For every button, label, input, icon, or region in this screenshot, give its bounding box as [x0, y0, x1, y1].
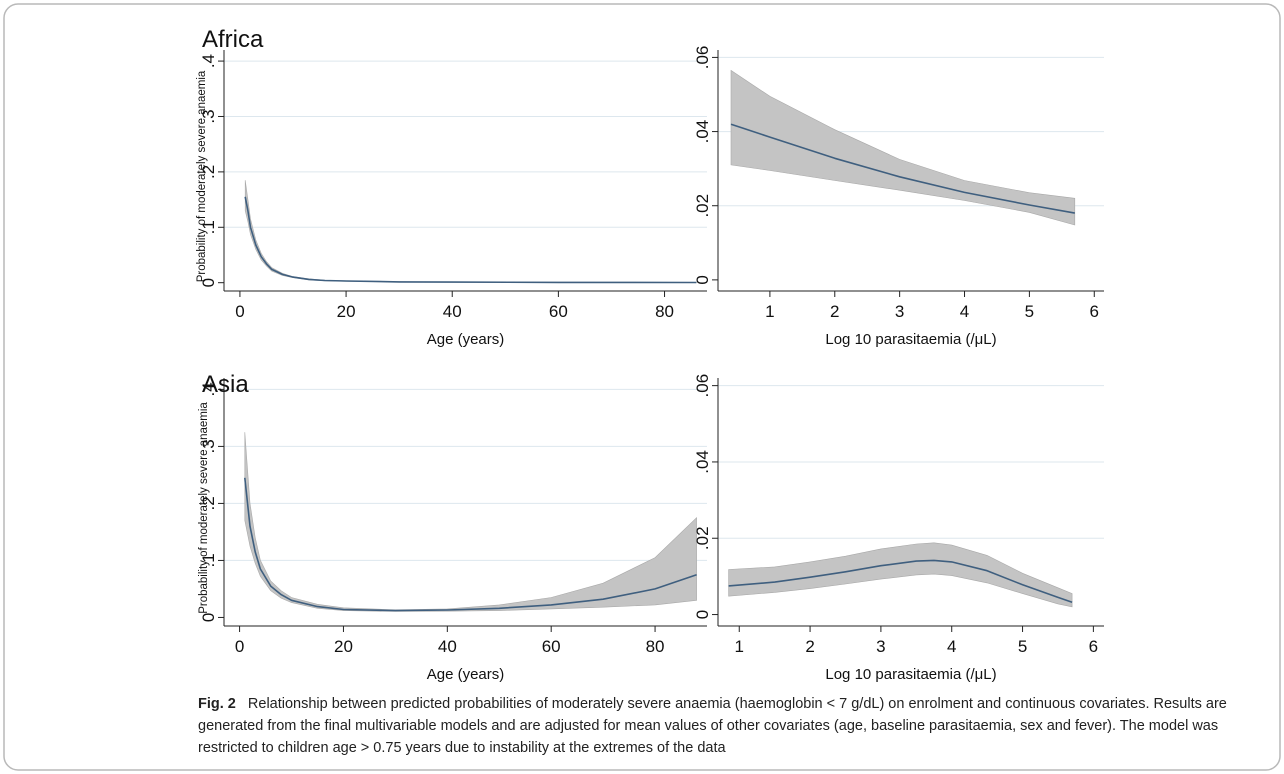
x-tick-label: 0	[235, 637, 244, 656]
x-tick-label: 40	[438, 637, 457, 656]
x-tick-label: 4	[947, 637, 956, 656]
x-tick-label: 5	[1025, 302, 1034, 321]
y-tick-label: 0	[693, 610, 712, 619]
y-tick-label: .02	[693, 194, 712, 218]
x-axis-title: Log 10 parasitaemia (/μL)	[825, 666, 996, 683]
x-tick-label: 6	[1090, 302, 1099, 321]
confidence-band	[244, 180, 697, 283]
x-tick-label: 40	[443, 302, 462, 321]
y-tick-label: 0	[199, 613, 218, 622]
prediction-line	[730, 123, 1075, 214]
caption-text: Relationship between predicted probabili…	[198, 696, 1227, 756]
x-tick-label: 20	[334, 637, 353, 656]
prediction-line	[244, 196, 697, 284]
chart-panel-3: 0 .1 .2 .3 .4 0 20 40 60 80 Age (years) Probability…	[198, 371, 707, 683]
region-title: Asia	[202, 371, 249, 398]
confidence-band	[244, 432, 697, 612]
prediction-line	[244, 477, 697, 612]
y-axis-title: Probability of moderately severe anaemia	[198, 402, 210, 614]
y-tick-label: .06	[693, 46, 712, 70]
x-tick-label: 80	[655, 302, 674, 321]
y-tick-label: 0	[199, 278, 218, 287]
x-tick-label: 5	[1018, 637, 1027, 656]
chart-panel-1: 0 .1 .2 .3 .4 0 20 40 60 80 Age (years) Probability…	[196, 26, 707, 348]
y-tick-label: .4	[199, 382, 218, 396]
y-tick-label: .4	[199, 54, 218, 68]
y-tick-label: .04	[693, 120, 712, 144]
x-tick-label: 20	[337, 302, 356, 321]
prediction-line	[728, 559, 1073, 604]
region-title: Africa	[202, 26, 264, 53]
figure-caption: Fig. 2 Relationship between predicted pr…	[198, 693, 1258, 759]
y-tick-label: .3	[199, 109, 218, 123]
figure-border	[3, 3, 1281, 771]
y-tick-label: 0	[693, 275, 712, 284]
confidence-band	[730, 69, 1076, 226]
x-tick-label: 4	[960, 302, 969, 321]
x-tick-label: 1	[765, 302, 774, 321]
x-tick-label: 6	[1089, 637, 1098, 656]
x-axis-title: Log 10 parasitaemia (/μL)	[825, 331, 996, 348]
caption-label: Fig. 2	[198, 696, 236, 712]
y-tick-label: .02	[693, 526, 712, 550]
x-tick-label: 80	[646, 637, 665, 656]
x-tick-label: 0	[235, 302, 244, 321]
y-tick-label: .2	[199, 165, 218, 179]
x-tick-label: 2	[830, 302, 839, 321]
x-tick-label: 60	[542, 637, 561, 656]
y-tick-label: .06	[693, 374, 712, 398]
x-tick-label: 2	[805, 637, 814, 656]
x-axis-title: Age (years)	[427, 331, 505, 348]
x-tick-label: 1	[735, 637, 744, 656]
chart-panel-4: 0 .02 .04 .06 1 2 3 4 5 6 Log 10 parasitaemia (/μL…	[693, 374, 1104, 683]
x-axis-title: Age (years)	[427, 666, 505, 683]
x-tick-label: 3	[895, 302, 904, 321]
y-tick-label: .1	[199, 220, 218, 234]
x-tick-label: 60	[549, 302, 568, 321]
chart-panel-2: 0 .02 .04 .06 1 2 3 4 5 6 Log 10 parasitaemia (/μL…	[693, 46, 1104, 348]
y-axis-title: Probability of moderately severe anaemia	[196, 70, 208, 282]
y-tick-label: .04	[693, 450, 712, 474]
y-tick-label: .1	[199, 553, 218, 567]
x-tick-label: 3	[876, 637, 885, 656]
y-tick-label: .2	[199, 496, 218, 510]
y-tick-label: .3	[199, 439, 218, 453]
confidence-band	[728, 542, 1073, 608]
